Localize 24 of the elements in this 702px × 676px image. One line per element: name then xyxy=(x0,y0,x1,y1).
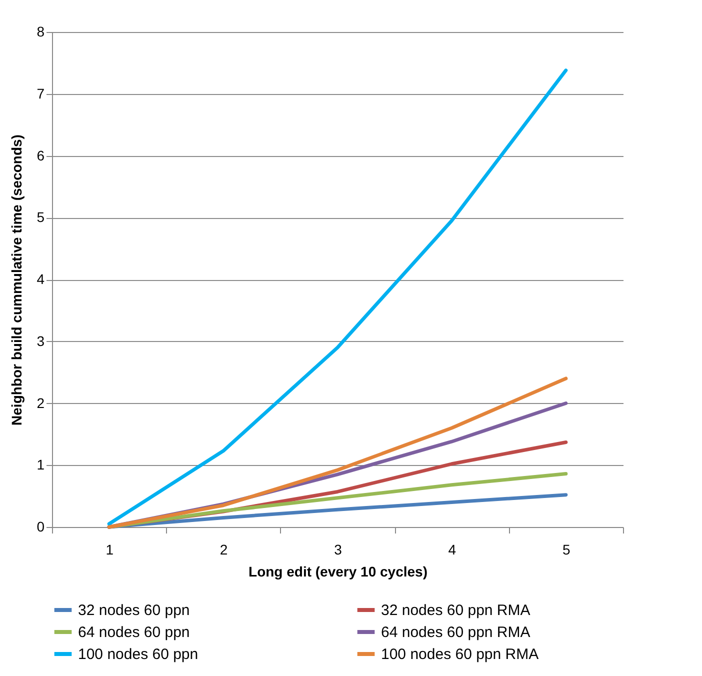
legend-label: 64 nodes 60 ppn xyxy=(78,624,190,641)
x-tick-label: 2 xyxy=(220,542,228,558)
x-tick-label: 5 xyxy=(562,542,570,558)
y-tick-label: 0 xyxy=(36,518,45,534)
legend-label: 32 nodes 60 ppn xyxy=(78,602,190,619)
y-tick-label: 4 xyxy=(36,271,45,287)
y-tick-label: 6 xyxy=(36,147,45,164)
y-tick-label: 3 xyxy=(36,332,45,349)
legend-label: 100 nodes 60 ppn xyxy=(78,646,198,663)
legend-label: 32 nodes 60 ppn RMA xyxy=(381,602,530,619)
x-tick-label: 3 xyxy=(334,542,342,558)
x-axis-title: Long edit (every 10 cycles) xyxy=(248,564,428,580)
y-tick-label: 5 xyxy=(36,209,45,226)
x-tick-label: 4 xyxy=(448,542,456,558)
x-tick-label: 1 xyxy=(106,542,114,558)
y-tick-label: 1 xyxy=(36,456,45,473)
y-tick-label: 7 xyxy=(36,85,45,102)
line-series xyxy=(107,376,568,529)
y-axis-title: Neighbor build cummulative time (seconds) xyxy=(8,134,25,426)
legend-label: 64 nodes 60 ppn RMA xyxy=(381,624,530,641)
y-tick-label: 2 xyxy=(36,394,45,411)
line-series xyxy=(107,68,568,526)
y-tick-label: 8 xyxy=(36,24,45,40)
legend-label: 100 nodes 60 ppn RMA xyxy=(381,646,539,663)
